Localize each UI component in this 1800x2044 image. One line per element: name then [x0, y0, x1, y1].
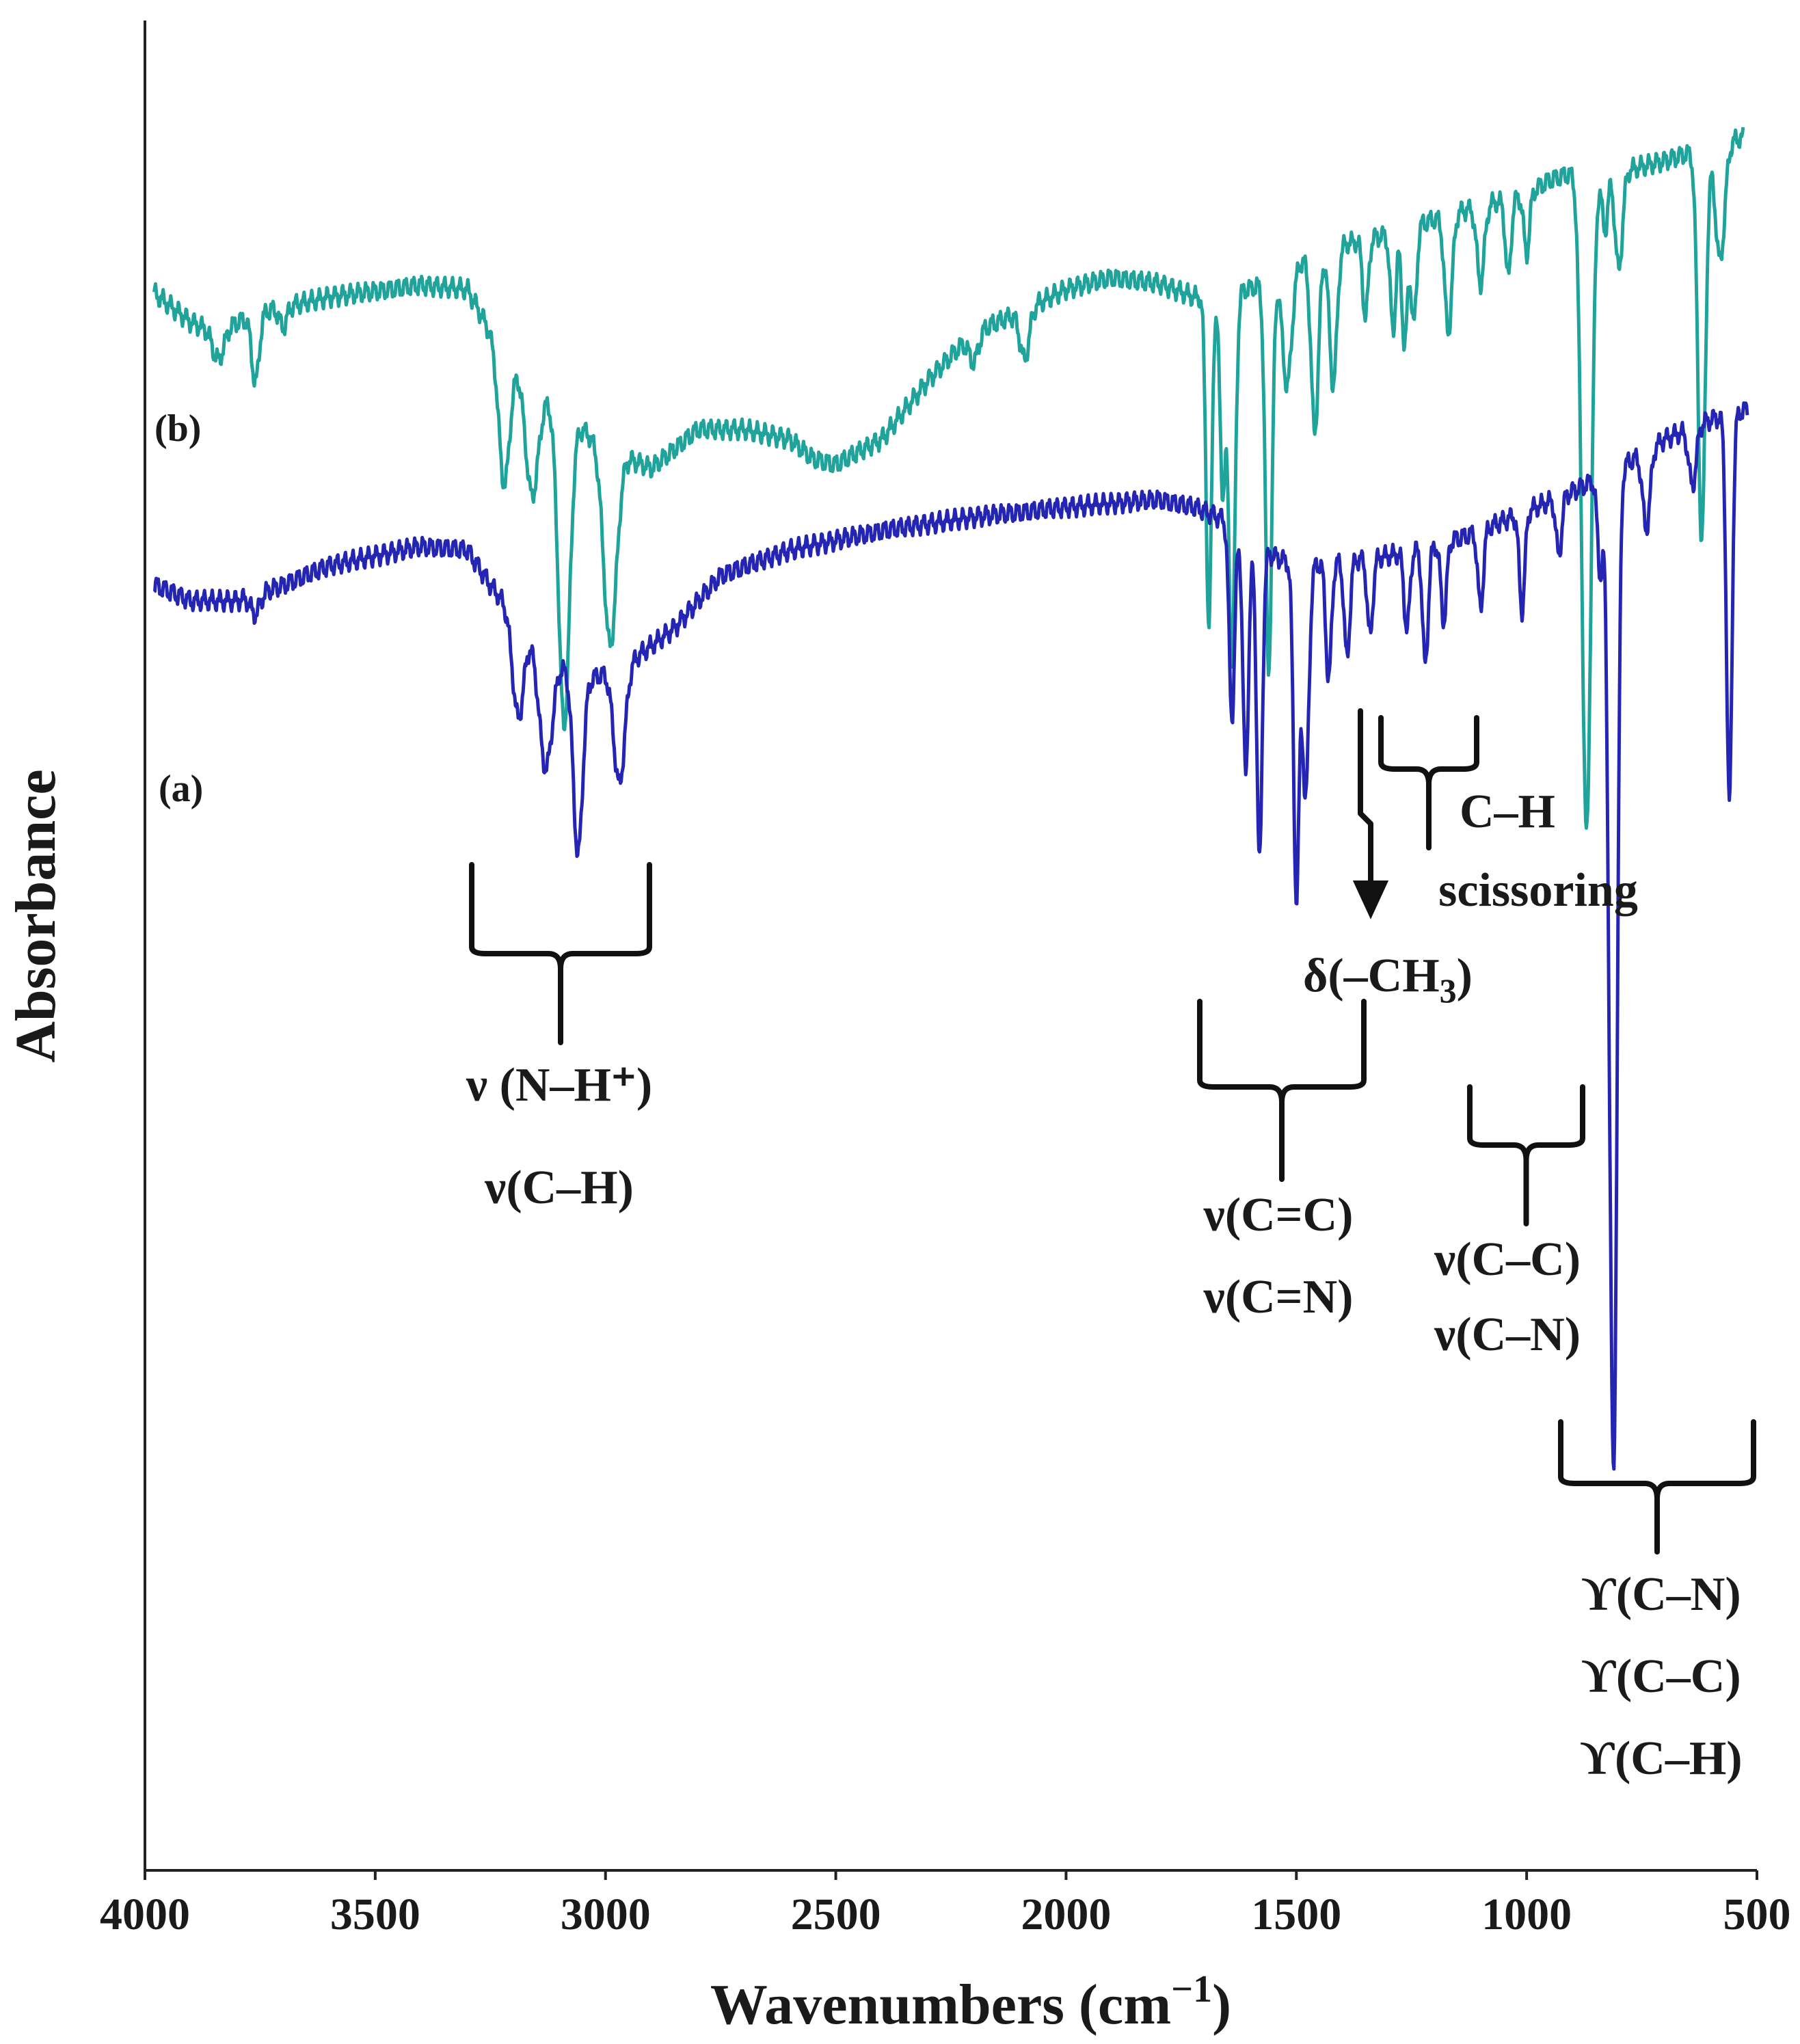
chart-axes	[144, 21, 1757, 1872]
x-tick-label: 3000	[561, 1890, 651, 1939]
x-tick-label: 1000	[1481, 1890, 1572, 1939]
annotation-ch3: δ(–CH3)	[1303, 950, 1473, 1010]
annotation-ch3-sub: 3	[1440, 971, 1457, 1010]
bracket-group	[469, 708, 1756, 1555]
annotation-nh-line1: ν (N–H⁺)	[466, 1059, 652, 1112]
x-tick-label: 1500	[1251, 1890, 1341, 1939]
x-tick-label: 3500	[330, 1890, 420, 1939]
x-tick-label: 2500	[791, 1890, 881, 1939]
annotation-ch-line1: C–H	[1460, 785, 1555, 838]
annotation-gamma-line2: ϒ(C–C)	[1581, 1650, 1741, 1703]
bracket-cc-stretch	[1197, 999, 1367, 1182]
series-group	[152, 126, 1749, 1471]
x-tick-label: 4000	[100, 1890, 190, 1939]
y-axis-title: Absorbance	[4, 769, 68, 1062]
x-tick-label: 2000	[1021, 1890, 1111, 1939]
arrow-ch3-shaft	[1358, 708, 1373, 909]
x-tick-label: 500	[1723, 1890, 1791, 1939]
annotation-ch3-end: )	[1457, 950, 1473, 1002]
annotation-ccn-line1: ν(C–C)	[1434, 1233, 1581, 1286]
x-axis-title: Wavenumbers (cm−1)	[710, 1968, 1231, 2036]
annotation-cc-line2: ν(C=N)	[1203, 1271, 1354, 1323]
series-line-b	[152, 126, 1745, 830]
annotation-nh-line2: ν(C–H)	[484, 1161, 634, 1214]
annotation-cc-line1: ν(C=C)	[1203, 1189, 1354, 1241]
series-label-b: (b)	[155, 407, 201, 450]
annotation-ch-line2: scissoring	[1438, 864, 1638, 917]
arrow-ch3-head	[1352, 880, 1389, 919]
series-line-a	[152, 401, 1749, 1471]
bracket-ch-scissoring	[1378, 715, 1479, 850]
x-axis-title-end: )	[1212, 1973, 1231, 2036]
annotation-gamma-line3: ϒ(C–H)	[1580, 1732, 1742, 1785]
series-label-a: (a)	[159, 768, 203, 810]
bracket-gamma	[1558, 1419, 1756, 1555]
x-tick-group: 4000 3500 3000 2500 2000 1500 1000 500	[100, 1870, 1791, 1939]
bracket-ccn-stretch	[1467, 1084, 1585, 1226]
x-axis-title-sup: −1	[1171, 1968, 1212, 2011]
annotation-gamma-line1: ϒ(C–N)	[1581, 1568, 1741, 1621]
bracket-nh-stretch	[469, 862, 652, 1045]
annotation-ch3-main: δ(–CH	[1303, 950, 1440, 1002]
annotation-ccn-line2: ν(C–N)	[1434, 1308, 1581, 1361]
x-axis-title-main: Wavenumbers (cm	[710, 1973, 1171, 2036]
